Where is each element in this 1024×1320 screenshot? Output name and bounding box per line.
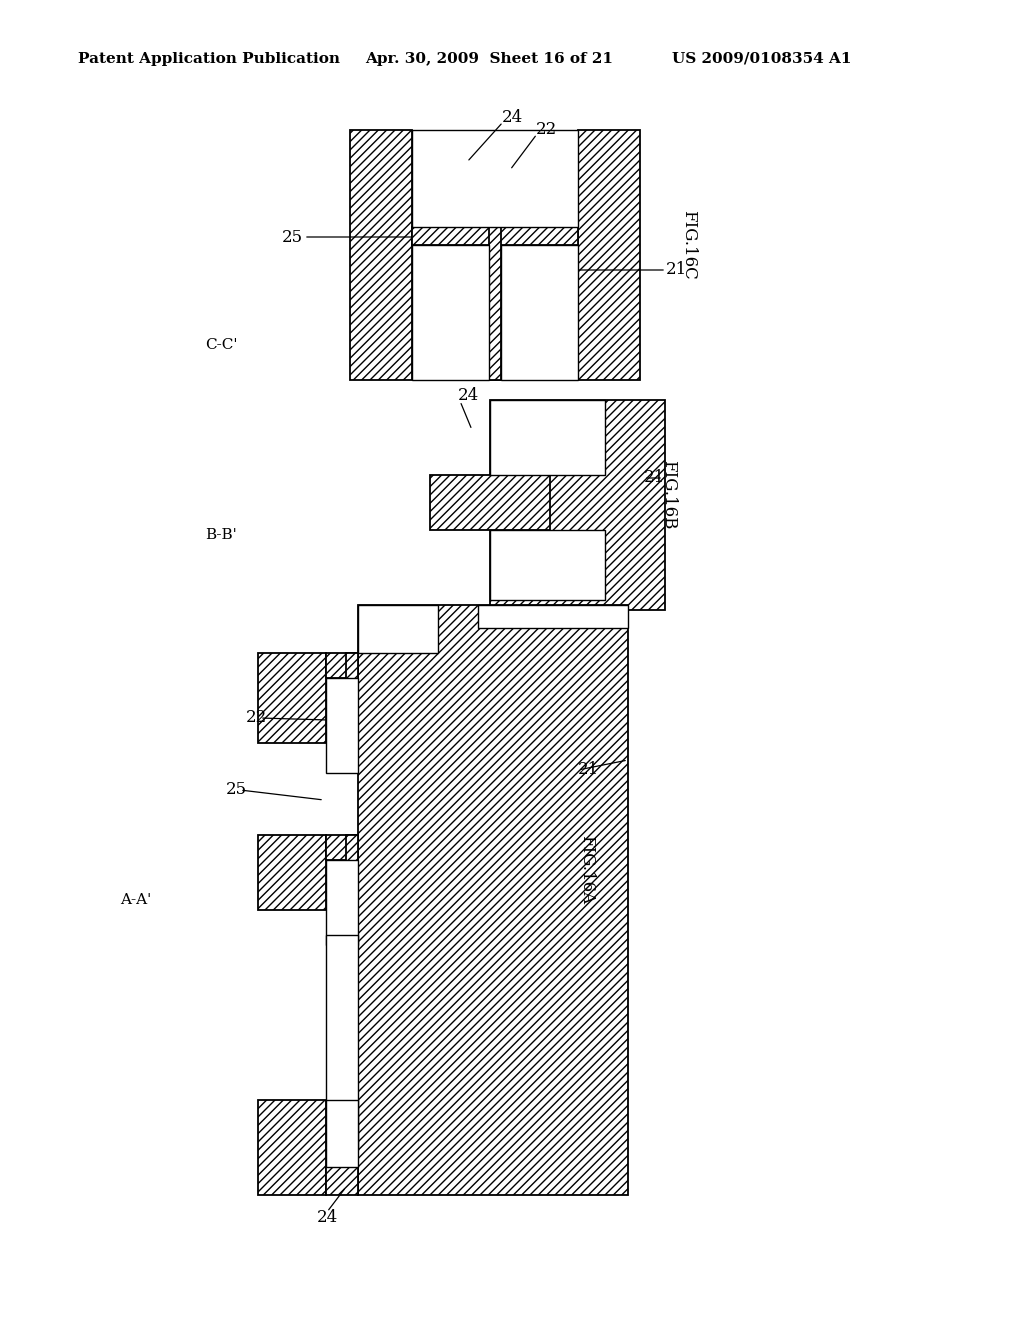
- Text: 25: 25: [226, 781, 247, 799]
- Bar: [489, 227, 501, 380]
- Bar: [412, 227, 578, 246]
- Bar: [326, 1100, 358, 1167]
- Bar: [326, 935, 358, 1150]
- Bar: [478, 605, 628, 628]
- Bar: [358, 605, 628, 1195]
- Text: 25: 25: [282, 228, 303, 246]
- Text: Patent Application Publication: Patent Application Publication: [78, 51, 340, 66]
- Bar: [412, 246, 489, 380]
- Bar: [412, 227, 489, 246]
- Bar: [578, 129, 640, 380]
- Bar: [346, 653, 358, 768]
- Bar: [258, 653, 326, 743]
- Text: FIG.16A: FIG.16A: [578, 836, 595, 904]
- Bar: [258, 836, 326, 909]
- Bar: [412, 227, 424, 246]
- Text: B-B': B-B': [205, 528, 237, 543]
- Text: 24: 24: [316, 1209, 338, 1226]
- Text: FIG.16B: FIG.16B: [660, 461, 677, 529]
- Bar: [489, 227, 501, 380]
- Text: 21: 21: [666, 261, 687, 279]
- Text: 22: 22: [246, 710, 267, 726]
- Bar: [490, 400, 605, 475]
- Text: 22: 22: [536, 120, 557, 137]
- Text: 24: 24: [458, 388, 479, 404]
- Bar: [326, 678, 358, 774]
- Bar: [358, 605, 438, 653]
- Bar: [501, 246, 578, 380]
- Bar: [430, 475, 550, 531]
- Bar: [490, 400, 665, 610]
- Bar: [346, 1100, 358, 1129]
- Bar: [326, 653, 358, 678]
- Bar: [350, 129, 412, 380]
- Bar: [346, 836, 358, 935]
- Text: A-A': A-A': [120, 894, 152, 907]
- Text: 21: 21: [578, 762, 599, 779]
- Text: FIG.16C: FIG.16C: [680, 210, 697, 280]
- Text: Apr. 30, 2009  Sheet 16 of 21: Apr. 30, 2009 Sheet 16 of 21: [365, 51, 613, 66]
- Text: C-C': C-C': [205, 338, 238, 352]
- Text: US 2009/0108354 A1: US 2009/0108354 A1: [672, 51, 852, 66]
- Bar: [490, 531, 605, 601]
- Bar: [326, 836, 358, 861]
- Bar: [326, 861, 358, 945]
- Text: 21: 21: [644, 470, 666, 487]
- Text: 24: 24: [502, 108, 523, 125]
- Bar: [326, 1167, 358, 1195]
- Bar: [412, 129, 578, 227]
- Bar: [258, 1100, 326, 1195]
